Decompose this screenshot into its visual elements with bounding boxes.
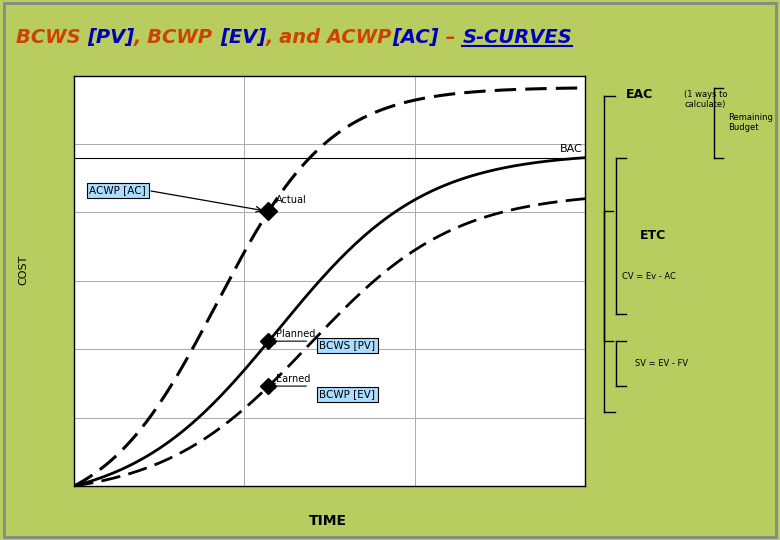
Text: [EV]: [EV]	[220, 28, 266, 48]
Text: BCWS [PV]: BCWS [PV]	[319, 340, 375, 350]
Text: Remaining
Budget: Remaining Budget	[729, 113, 773, 132]
Text: Planned: Planned	[276, 329, 315, 339]
Text: EAC: EAC	[626, 88, 653, 101]
Text: [PV]: [PV]	[87, 28, 134, 48]
Text: S-CURVES: S-CURVES	[463, 28, 572, 48]
Text: COST: COST	[19, 255, 28, 285]
Text: [AC]: [AC]	[392, 28, 439, 48]
Text: (1 ways to
calculate): (1 ways to calculate)	[684, 90, 728, 110]
Text: BCWS: BCWS	[16, 28, 87, 48]
Text: CV = Ev - AC: CV = Ev - AC	[622, 272, 675, 281]
Text: –: –	[439, 28, 463, 48]
Text: BAC: BAC	[560, 144, 583, 153]
Text: Actual: Actual	[276, 195, 307, 205]
Text: BCWP [EV]: BCWP [EV]	[319, 389, 375, 399]
Text: , and ACWP: , and ACWP	[266, 28, 392, 48]
Text: ACWP [AC]: ACWP [AC]	[90, 186, 146, 195]
Text: TIME: TIME	[309, 514, 346, 528]
Text: Earned: Earned	[276, 374, 310, 384]
Text: , BCWP: , BCWP	[134, 28, 220, 48]
Text: SV = EV - FV: SV = EV - FV	[635, 359, 688, 368]
Text: ETC: ETC	[640, 229, 666, 242]
